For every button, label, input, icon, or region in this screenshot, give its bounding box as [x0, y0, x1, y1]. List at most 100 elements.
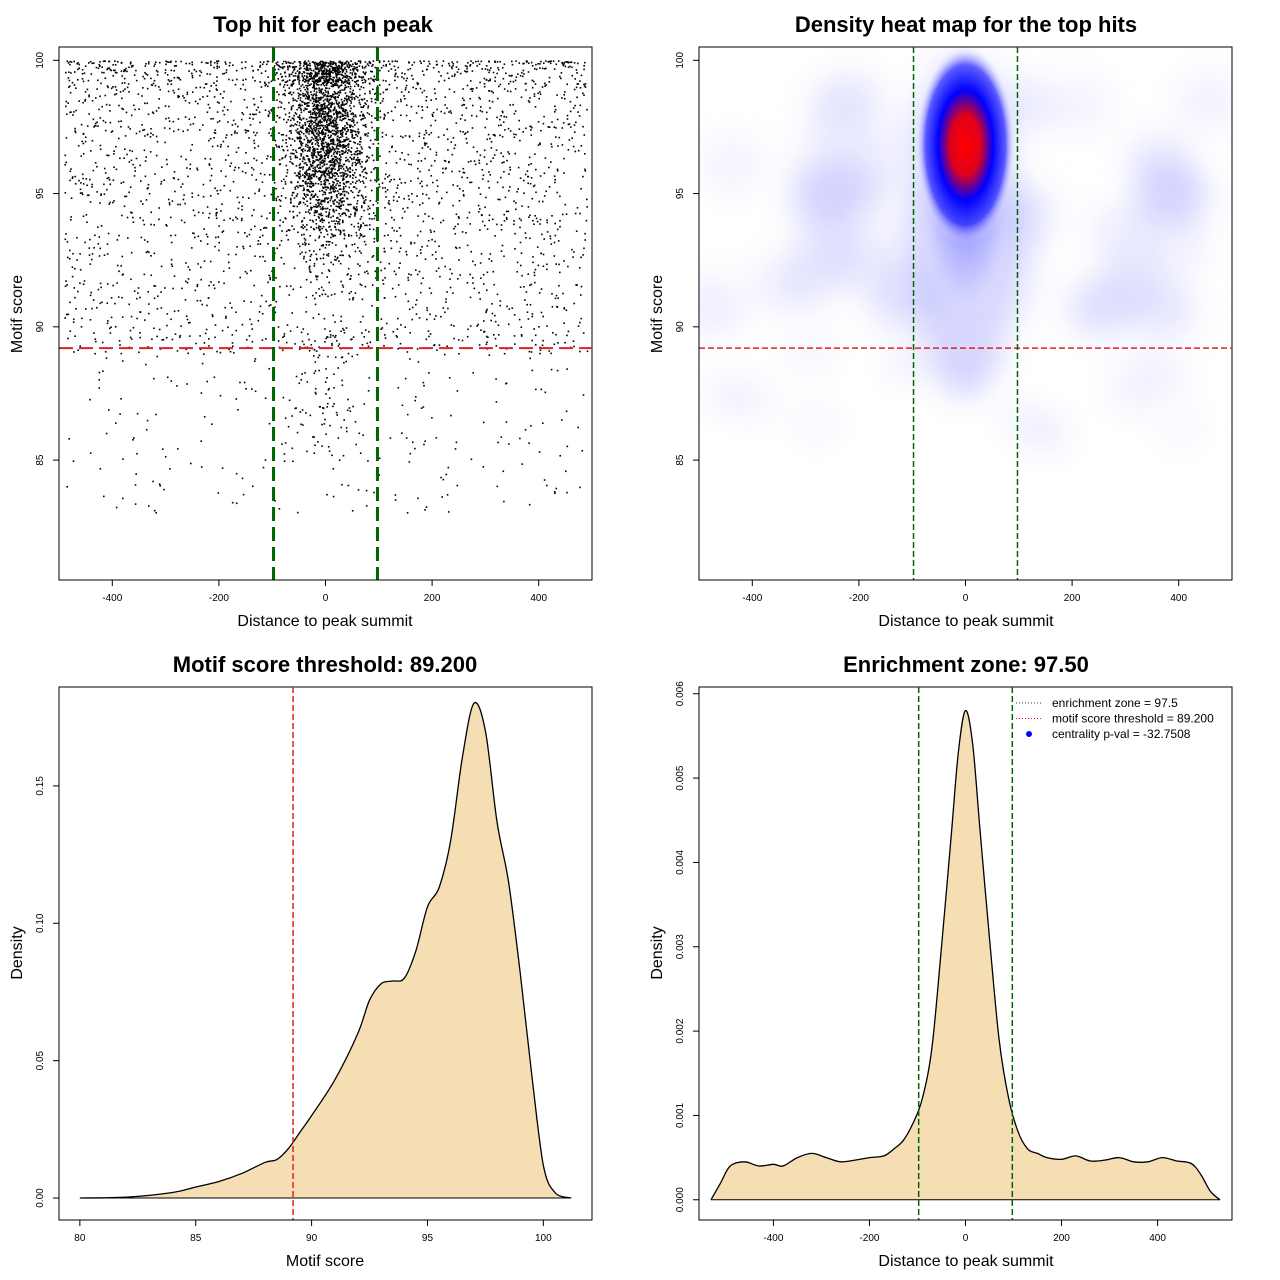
scatter-point: [323, 70, 326, 72]
scatter-point: [278, 159, 281, 161]
scatter-point: [320, 108, 322, 111]
scatter-point: [398, 227, 401, 229]
scatter-point: [297, 186, 299, 189]
scatter-point: [327, 112, 329, 114]
scatter-point: [488, 71, 490, 74]
scatter-point: [442, 60, 445, 62]
scatter-point: [289, 92, 291, 95]
scatter-point: [293, 153, 295, 155]
scatter-point: [336, 115, 338, 118]
scatter-point: [497, 324, 500, 327]
scatter-point: [360, 216, 363, 218]
scatter-point: [483, 149, 486, 152]
scatter-point: [155, 135, 158, 138]
scatter-point: [269, 128, 272, 130]
scatter-point: [68, 438, 70, 440]
scatter-point: [458, 170, 461, 173]
scatter-point: [393, 229, 395, 232]
scatter-point: [351, 136, 353, 138]
scatter-point: [317, 122, 320, 124]
scatter-point: [299, 90, 302, 92]
scatter-point: [348, 79, 350, 82]
scatter-point: [383, 118, 385, 120]
scatter-point: [500, 152, 502, 154]
scatter-point: [150, 255, 152, 257]
scatter-point: [539, 91, 541, 93]
scatter-point: [293, 119, 295, 121]
scatter-point: [338, 67, 340, 70]
scatter-point: [365, 196, 367, 198]
scatter-point: [303, 198, 305, 200]
scatter-point: [425, 68, 428, 71]
scatter-point: [306, 137, 308, 139]
scatter-point: [352, 119, 355, 121]
scatter-point: [119, 344, 121, 346]
scatter-point: [396, 87, 398, 89]
scatter-point: [453, 227, 455, 230]
scatter-point: [280, 180, 283, 182]
scatter-point: [219, 146, 222, 148]
scatter-point: [539, 67, 541, 69]
scatter-point: [338, 151, 341, 153]
scatter-point: [336, 68, 339, 71]
scatter-point: [309, 255, 312, 258]
scatter-point: [347, 62, 350, 65]
scatter-point: [348, 81, 351, 84]
scatter-point: [325, 141, 327, 144]
scatter-point: [312, 151, 314, 153]
scatter-point: [580, 317, 583, 320]
scatter-point: [237, 125, 239, 128]
scatter-point: [332, 69, 334, 72]
scatter-point: [339, 79, 342, 81]
scatter-point: [355, 231, 358, 234]
scatter-point: [458, 200, 461, 202]
scatter-point: [300, 85, 302, 88]
scatter-point: [354, 62, 356, 64]
scatter-point: [477, 60, 479, 63]
scatter-point: [321, 189, 324, 192]
scatter-point: [542, 339, 544, 342]
scatter-point: [329, 121, 332, 123]
scatter-point: [347, 98, 349, 100]
scatter-point: [351, 91, 354, 94]
scatter-point: [348, 235, 350, 237]
scatter-point: [314, 65, 317, 68]
scatter-point: [338, 343, 341, 345]
scatter-point: [347, 75, 349, 77]
scatter-point: [280, 195, 283, 197]
scatter-point: [103, 71, 105, 74]
scatter-point: [559, 75, 561, 78]
scatter-point: [338, 218, 341, 221]
scatter-point: [520, 96, 523, 99]
scatter-point: [299, 116, 301, 119]
scatter-point: [353, 186, 356, 188]
scatter-point: [351, 131, 353, 133]
scatter-point: [263, 173, 266, 176]
scatter-point: [336, 161, 339, 163]
scatter-point: [580, 188, 582, 190]
scatter-point: [476, 325, 478, 327]
scatter-point: [143, 223, 146, 226]
scatter-point: [430, 131, 433, 134]
scatter-point: [320, 154, 322, 156]
scatter-point: [345, 245, 348, 248]
scatter-point: [342, 229, 345, 232]
scatter-point: [572, 145, 575, 148]
scatter-point: [317, 67, 320, 70]
scatter-point: [343, 190, 346, 193]
scatter-point: [320, 244, 323, 247]
scatter-point: [245, 388, 247, 390]
scatter-point: [342, 286, 345, 288]
scatter-point: [276, 99, 278, 101]
scatter-point: [146, 419, 149, 422]
scatter-point: [337, 111, 340, 114]
scatter-point: [170, 318, 172, 321]
scatter-point: [347, 210, 350, 212]
scatter-point: [298, 106, 301, 109]
scatter-point: [299, 163, 302, 165]
scatter-point: [315, 175, 318, 178]
scatter-point: [320, 108, 323, 110]
scatter-point: [569, 65, 571, 68]
scatter-point: [300, 142, 302, 145]
scatter-point: [482, 273, 485, 276]
